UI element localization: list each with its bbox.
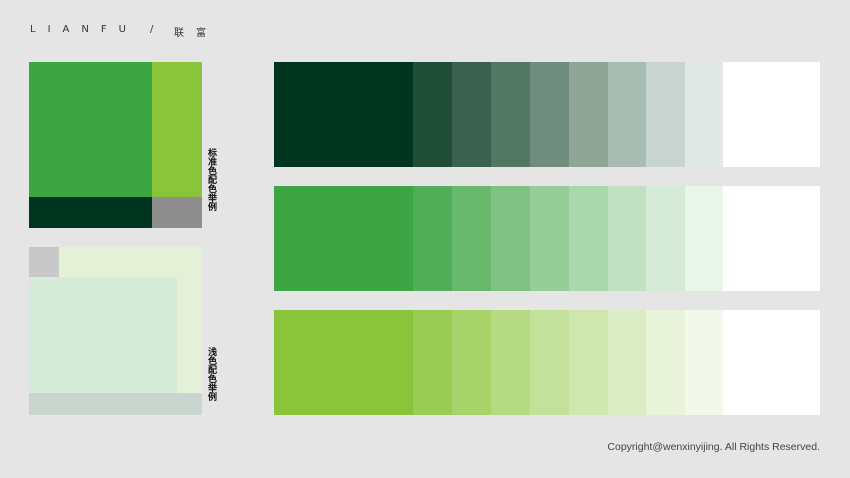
palette-swatch — [608, 186, 646, 291]
palette-swatch — [413, 186, 452, 291]
palette-swatch — [646, 186, 685, 291]
palette-swatch — [569, 310, 608, 415]
palette-swatch — [452, 62, 491, 167]
palette-swatch — [608, 62, 646, 167]
palette-swatch — [646, 310, 685, 415]
swatch — [152, 62, 202, 197]
palette-swatch — [374, 310, 413, 415]
palette-swatch — [608, 310, 646, 415]
palette-swatch — [413, 62, 452, 167]
brand: LIANFU — [30, 24, 138, 35]
palette-swatch — [569, 186, 608, 291]
separator: / — [150, 24, 166, 35]
palette-swatch — [530, 310, 569, 415]
palette-swatch — [723, 310, 820, 415]
palette-swatch — [723, 186, 820, 291]
palette-swatch — [452, 310, 491, 415]
swatch — [152, 197, 202, 228]
palette-swatch — [646, 62, 685, 167]
palette-swatch — [530, 62, 569, 167]
swatch — [29, 393, 202, 415]
palette-swatch — [452, 186, 491, 291]
palette-swatch — [685, 62, 723, 167]
example-label: 浅色配色举例 — [206, 347, 216, 401]
palette-swatch — [491, 310, 530, 415]
palette-swatch — [569, 62, 608, 167]
swatch — [29, 197, 152, 228]
palette-swatch — [685, 186, 723, 291]
swatch — [29, 247, 59, 277]
palette-swatch — [374, 186, 413, 291]
swatch — [29, 62, 152, 197]
palette-swatch — [491, 186, 530, 291]
copyright: Copyright@wenxinyijing. All Rights Reser… — [607, 441, 820, 453]
palette-swatch — [723, 62, 820, 167]
palette-swatch — [274, 310, 374, 415]
brand-cn: 联富 — [174, 28, 218, 39]
palette-swatch — [274, 186, 374, 291]
palette-swatch — [413, 310, 452, 415]
palette-swatch — [274, 62, 374, 167]
swatch — [29, 277, 177, 393]
palette-swatch — [685, 310, 723, 415]
example-label: 标准色配色举例 — [206, 148, 216, 211]
palette-swatch — [530, 186, 569, 291]
palette-swatch — [491, 62, 530, 167]
palette-swatch — [374, 62, 413, 167]
